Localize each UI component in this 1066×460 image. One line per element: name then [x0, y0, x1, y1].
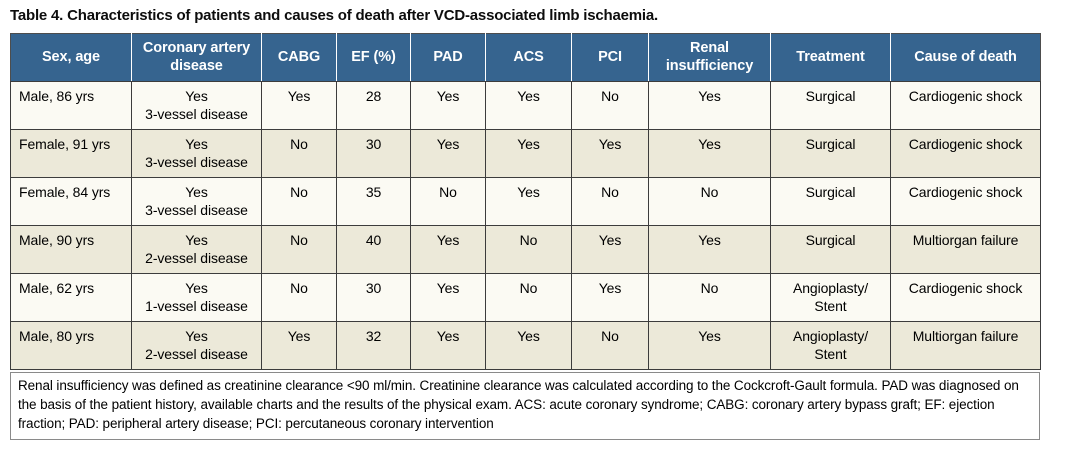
cell-treatment: Angioplasty/ Stent	[770, 273, 891, 322]
table-row: Female, 91 yrs Yes 3-vessel disease No 3…	[10, 129, 1041, 178]
column-header-cause: Cause of death	[890, 33, 1041, 82]
cell-pci: Yes	[571, 225, 649, 274]
table-row: Male, 62 yrs Yes 1-vessel disease No 30 …	[10, 273, 1041, 322]
column-header-ef: EF (%)	[336, 33, 411, 82]
cell-cad: Yes 2-vessel disease	[131, 225, 262, 274]
column-header-pad: PAD	[410, 33, 486, 82]
cell-treatment: Surgical	[770, 225, 891, 274]
cell-cabg: No	[261, 225, 337, 274]
cell-cad: Yes 3-vessel disease	[131, 129, 262, 178]
cell-treatment: Surgical	[770, 177, 891, 226]
cell-pci: No	[571, 177, 649, 226]
cell-sex-age: Male, 62 yrs	[10, 273, 132, 322]
table-row: Male, 86 yrs Yes 3-vessel disease Yes 28…	[10, 81, 1041, 130]
column-header-pci: PCI	[571, 33, 649, 82]
cell-cad: Yes 1-vessel disease	[131, 273, 262, 322]
cell-ef: 28	[336, 81, 411, 130]
cell-renal: Yes	[648, 129, 771, 178]
column-header-cabg: CABG	[261, 33, 337, 82]
cell-pad: No	[410, 177, 486, 226]
cell-ef: 40	[336, 225, 411, 274]
cell-cabg: No	[261, 273, 337, 322]
cell-sex-age: Male, 80 yrs	[10, 321, 132, 370]
cell-renal: No	[648, 177, 771, 226]
column-header-sex-age: Sex, age	[10, 33, 132, 82]
cell-sex-age: Female, 91 yrs	[10, 129, 132, 178]
cell-acs: Yes	[485, 81, 572, 130]
cell-sex-age: Male, 86 yrs	[10, 81, 132, 130]
table-header-row: Sex, age Coronary artery disease CABG EF…	[10, 33, 1041, 82]
cell-cause: Multiorgan failure	[890, 321, 1041, 370]
cell-pad: Yes	[410, 225, 486, 274]
cell-ef: 32	[336, 321, 411, 370]
cell-renal: No	[648, 273, 771, 322]
cell-treatment: Angioplasty/ Stent	[770, 321, 891, 370]
cell-sex-age: Female, 84 yrs	[10, 177, 132, 226]
cell-renal: Yes	[648, 225, 771, 274]
cell-pad: Yes	[410, 81, 486, 130]
cell-ef: 30	[336, 273, 411, 322]
cell-cause: Cardiogenic shock	[890, 177, 1041, 226]
cell-acs: Yes	[485, 129, 572, 178]
page: Table 4. Characteristics of patients and…	[10, 7, 1041, 440]
table-footnote: Renal insufficiency was defined as creat…	[10, 372, 1040, 440]
patient-characteristics-table: Sex, age Coronary artery disease CABG EF…	[10, 33, 1041, 370]
cell-pad: Yes	[410, 273, 486, 322]
cell-pci: Yes	[571, 129, 649, 178]
cell-cause: Cardiogenic shock	[890, 273, 1041, 322]
cell-treatment: Surgical	[770, 81, 891, 130]
cell-ef: 30	[336, 129, 411, 178]
cell-cad: Yes 2-vessel disease	[131, 321, 262, 370]
cell-acs: Yes	[485, 321, 572, 370]
cell-cause: Cardiogenic shock	[890, 129, 1041, 178]
table-row: Male, 80 yrs Yes 2-vessel disease Yes 32…	[10, 321, 1041, 370]
column-header-cad: Coronary artery disease	[131, 33, 262, 82]
cell-cabg: Yes	[261, 321, 337, 370]
table-row: Male, 90 yrs Yes 2-vessel disease No 40 …	[10, 225, 1041, 274]
cell-pad: Yes	[410, 129, 486, 178]
cell-pci: No	[571, 81, 649, 130]
cell-ef: 35	[336, 177, 411, 226]
cell-cabg: Yes	[261, 81, 337, 130]
cell-cause: Multiorgan failure	[890, 225, 1041, 274]
cell-cabg: No	[261, 129, 337, 178]
cell-pci: No	[571, 321, 649, 370]
cell-cad: Yes 3-vessel disease	[131, 81, 262, 130]
column-header-acs: ACS	[485, 33, 572, 82]
cell-renal: Yes	[648, 321, 771, 370]
cell-pad: Yes	[410, 321, 486, 370]
cell-renal: Yes	[648, 81, 771, 130]
cell-cabg: No	[261, 177, 337, 226]
cell-acs: No	[485, 225, 572, 274]
table-title: Table 4. Characteristics of patients and…	[10, 7, 659, 24]
cell-cad: Yes 3-vessel disease	[131, 177, 262, 226]
cell-sex-age: Male, 90 yrs	[10, 225, 132, 274]
cell-acs: Yes	[485, 177, 572, 226]
cell-treatment: Surgical	[770, 129, 891, 178]
cell-cause: Cardiogenic shock	[890, 81, 1041, 130]
table-row: Female, 84 yrs Yes 3-vessel disease No 3…	[10, 177, 1041, 226]
column-header-renal: Renal insufficiency	[648, 33, 771, 82]
cell-pci: Yes	[571, 273, 649, 322]
cell-acs: No	[485, 273, 572, 322]
column-header-treatment: Treatment	[770, 33, 891, 82]
